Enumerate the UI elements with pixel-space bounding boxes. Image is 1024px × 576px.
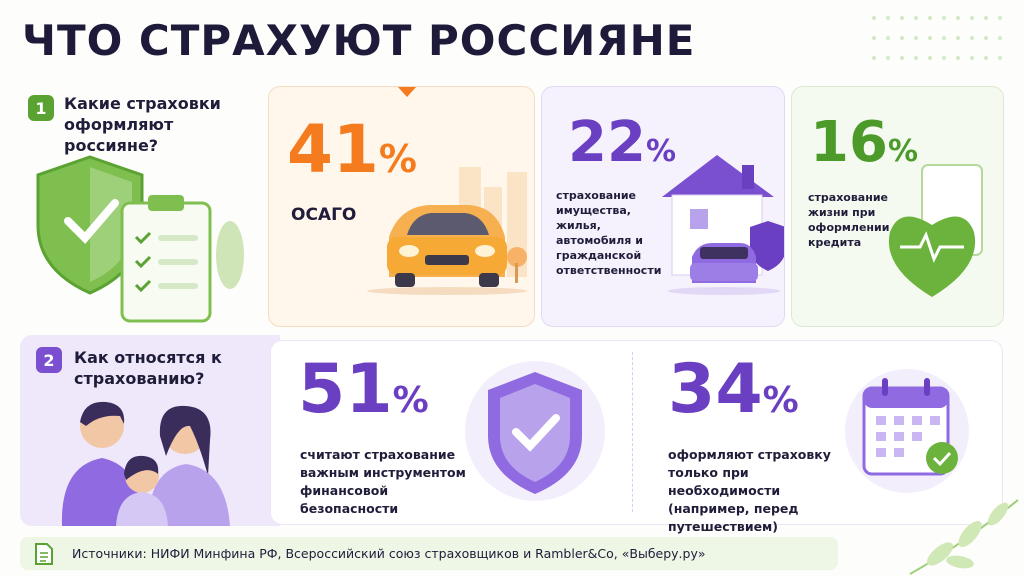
section-badge: 2 bbox=[36, 347, 62, 373]
leaves-decor bbox=[909, 499, 1019, 575]
stat-value: 22 bbox=[568, 110, 646, 175]
stat-value: 16 bbox=[810, 110, 888, 175]
stat-label: ОСАГО bbox=[291, 205, 357, 225]
stat-value: 41 bbox=[287, 111, 379, 188]
section-question: Как относятся к страхованию? bbox=[74, 348, 222, 388]
heart-illustration bbox=[888, 164, 983, 297]
sources: Источники: НИФИ Минфина РФ, Всероссийски… bbox=[72, 546, 706, 561]
stat-label: страхование жизни при оформлении кредита bbox=[808, 191, 890, 249]
stat: 34% bbox=[668, 356, 799, 424]
stat-unit: % bbox=[887, 134, 918, 169]
car-illustration bbox=[367, 87, 527, 295]
stat-label: оформляют страховку только при необходим… bbox=[668, 447, 831, 534]
stat-label: страхование имущества, жилья, автомобиля… bbox=[556, 189, 662, 277]
divider bbox=[632, 352, 634, 512]
shield-clipboard-illustration bbox=[36, 155, 244, 323]
stat: 41% bbox=[287, 117, 417, 183]
footer: Источники: НИФИ Минфина РФ, Всероссийски… bbox=[20, 537, 838, 570]
stat-label: считают страхование важным инструментом … bbox=[300, 447, 466, 516]
card-property: 22% страхование имущества, жилья, автомо… bbox=[541, 86, 785, 327]
stat-value: 34 bbox=[668, 350, 763, 429]
stat: 22% bbox=[568, 115, 676, 171]
card-life: 16% страхование жизни при оформлении кре… bbox=[791, 86, 1004, 327]
shield-illustration bbox=[465, 361, 605, 501]
document-icon bbox=[35, 543, 53, 565]
dots-decor bbox=[872, 16, 1002, 60]
stat: 51% bbox=[298, 356, 429, 424]
calendar-illustration bbox=[845, 369, 969, 493]
card-osago: 41% ОСАГО bbox=[268, 86, 535, 327]
stat-unit: % bbox=[645, 134, 676, 169]
family-illustration bbox=[61, 401, 230, 526]
stat-value: 51 bbox=[298, 350, 393, 429]
stat: 16% bbox=[810, 115, 918, 171]
section-question: Какие страховки оформляют россияне? bbox=[64, 94, 221, 155]
stat-unit: % bbox=[378, 137, 417, 181]
stat-unit: % bbox=[762, 380, 799, 421]
section-badge: 1 bbox=[28, 95, 54, 121]
title: ЧТО СТРАХУЮТ РОССИЯНЕ bbox=[22, 16, 696, 65]
house-illustration bbox=[662, 155, 784, 295]
stat-unit: % bbox=[392, 380, 429, 421]
